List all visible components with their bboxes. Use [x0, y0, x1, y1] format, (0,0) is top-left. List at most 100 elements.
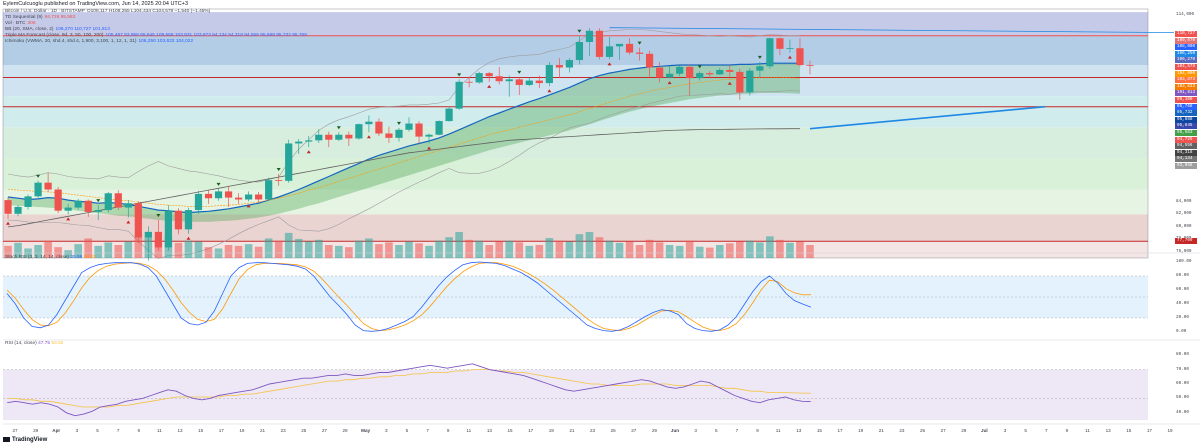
stoch-rsi-legend[interactable]: Stoch RSI (3, 3, 14, 14, close) 35.59 53…	[5, 255, 96, 261]
candle-body	[244, 194, 253, 200]
candle-body	[204, 193, 213, 199]
candle-body	[265, 180, 273, 200]
stoch-axis-label: 40.00	[1176, 301, 1189, 306]
legend-bb[interactable]: BB (20, SMA, close, 2) 106,270 110,727 10…	[5, 27, 110, 33]
candle-body	[515, 79, 523, 85]
legend-volume[interactable]: Vol · BTC 306	[5, 21, 36, 27]
candle-body	[355, 124, 363, 139]
candle-body	[555, 65, 563, 68]
volume-bar	[395, 245, 403, 258]
price-tag: 109,670	[1175, 37, 1197, 44]
stoch-k-line	[6, 261, 812, 332]
volume-bar	[475, 240, 483, 258]
td-sell-marker	[517, 70, 522, 74]
time-axis-label: 17	[528, 428, 534, 433]
price-tag: 108,000	[1175, 44, 1197, 51]
legend-values: O108,117 H108,255 L104,434 C104,578 −1,5…	[86, 9, 211, 14]
time-axis-label: 7	[426, 428, 429, 433]
td-sell-marker	[156, 214, 161, 218]
volume-bar	[756, 242, 764, 258]
candle-body	[776, 38, 784, 49]
volume-bar	[234, 245, 243, 258]
rsi-ma-line	[7, 369, 811, 408]
price-axis-label: 82,000	[1176, 211, 1192, 217]
volume-bar	[284, 232, 293, 258]
volume-bar	[695, 246, 704, 258]
stoch-rsi-title: Stoch RSI (3, 3, 14, 14, close)	[5, 255, 69, 260]
price-tag: 103,633	[1175, 83, 1197, 90]
time-axis-label: 29	[961, 428, 967, 433]
candle-body	[255, 194, 263, 200]
candle-body	[415, 123, 423, 137]
candle-body	[726, 70, 734, 72]
brand-name: TradingView	[12, 437, 48, 444]
volume-bar	[746, 240, 754, 258]
forecast-line	[809, 105, 1046, 130]
volume-bar	[575, 234, 584, 258]
time-axis-label: 29	[342, 428, 348, 433]
stoch-axis-label: 20.00	[1176, 315, 1189, 320]
td-sell-marker	[457, 73, 462, 77]
time-axis-label: 19	[858, 428, 864, 433]
volume-bar	[445, 237, 453, 258]
rsi-axis-label: 70.00	[1176, 366, 1189, 372]
time-axis-label: 5	[1024, 428, 1027, 433]
candle-body	[706, 73, 714, 75]
volume-bar	[806, 245, 814, 258]
tradingview-logo[interactable]: TradingView	[3, 437, 47, 443]
time-axis-label: 13	[177, 428, 183, 433]
td-buy-marker	[487, 84, 492, 88]
price-tag: 110,727	[1175, 31, 1197, 37]
time-axis-label: 23	[899, 428, 905, 433]
td-buy-marker	[607, 62, 612, 66]
legend-values: 105,487 93,958 95,645 109,668 103,931 10…	[105, 33, 307, 38]
time-axis-label: 3	[694, 428, 697, 433]
volume-bar	[525, 245, 534, 258]
legend-ichimoku[interactable]: Ichimoku (VWMA, 20, shd.4, shd.4, 1,900,…	[5, 39, 193, 45]
ma200-line	[7, 128, 800, 228]
candle-body	[345, 134, 353, 139]
rsi-legend[interactable]: RSI (14, close) 47.75 53.62	[5, 341, 63, 347]
time-axis-label: 3	[384, 428, 388, 433]
volume-bar	[14, 242, 22, 258]
time-axis-label: 19	[548, 428, 554, 433]
candle-body	[786, 48, 794, 50]
background-band	[3, 127, 1148, 159]
volume-bar	[585, 232, 594, 258]
candle-body	[605, 46, 614, 57]
time-axis-label: 15	[1126, 428, 1132, 433]
time-axis-label: Jul	[981, 428, 988, 433]
price-axis-label: 114,000	[1176, 12, 1195, 18]
volume-bar	[264, 238, 273, 258]
legend-td-sequential[interactable]: TD Sequential (9) 94,726 95,583	[5, 15, 75, 21]
legend-symbol[interactable]: Bitcoin / U.S. Dollar · 1D · BITSTAMP O10…	[5, 9, 210, 15]
price-tag: 95,768	[1175, 103, 1197, 110]
background-band	[3, 65, 1148, 97]
price-tag: 95,645	[1175, 123, 1197, 130]
candle-body	[565, 60, 574, 68]
legend-triple-ma[interactable]: Triple MA Forecast (close, 9d, 3, 50, 10…	[5, 33, 307, 39]
td-buy-marker	[186, 236, 191, 240]
time-axis-label: 25	[919, 428, 926, 433]
price-axis-label: 76,000	[1176, 248, 1192, 254]
candle-body	[686, 66, 694, 79]
volume-bar	[254, 246, 263, 258]
candle-body	[144, 231, 152, 238]
td-sell-marker	[36, 174, 41, 178]
volume-bar	[425, 245, 433, 258]
td-sell-marker	[216, 182, 221, 186]
volume-bar	[304, 241, 313, 258]
td-sell-marker	[396, 121, 401, 125]
candle-body	[615, 43, 624, 47]
volume-bar	[455, 232, 463, 258]
candle-body	[585, 30, 594, 42]
candle-body	[385, 133, 393, 138]
rsi-line	[7, 363, 811, 417]
candle-body	[34, 182, 42, 197]
td-buy-marker	[667, 81, 672, 85]
volume-bar	[736, 241, 744, 258]
time-axis-label: 7	[735, 428, 739, 433]
candle-body	[44, 182, 52, 190]
stoch-d-line	[6, 262, 811, 332]
